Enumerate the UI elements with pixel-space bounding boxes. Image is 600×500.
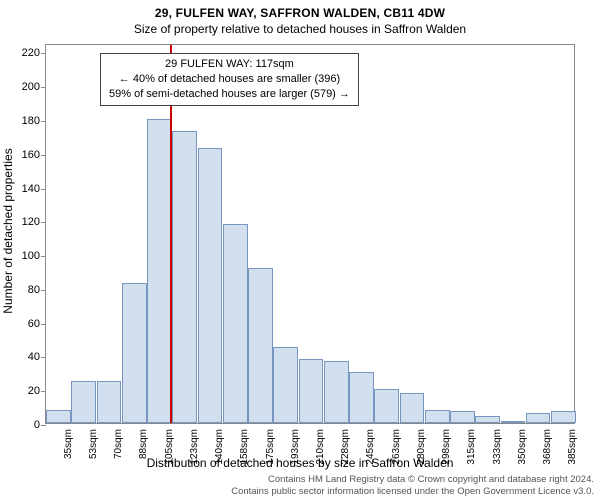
info-line2: ← 40% of detached houses are smaller (39… [109,72,350,87]
ytick-label: 40 [16,351,40,363]
bar [501,421,526,423]
ytick-label: 180 [16,115,40,127]
page-title-main: 29, FULFEN WAY, SAFFRON WALDEN, CB11 4DW [0,0,600,20]
ytick-label: 200 [16,81,40,93]
info-line3: 59% of semi-detached houses are larger (… [109,87,350,102]
xtick-label: 53sqm [88,429,99,459]
bar [374,389,399,423]
bar [526,413,551,423]
bar [273,347,298,423]
bar [324,361,349,423]
chart-area: 020406080100120140160180200220 29 FULFEN… [45,44,575,424]
ytick-label: 100 [16,250,40,262]
bar [450,411,475,423]
bar [223,224,248,423]
bar [475,416,500,423]
bar [122,283,147,423]
info-line1: 29 FULFEN WAY: 117sqm [109,57,350,72]
bar [172,131,197,423]
page-title-sub: Size of property relative to detached ho… [0,20,600,36]
x-axis-label: Distribution of detached houses by size … [0,456,600,470]
footer-line2: Contains public sector information licen… [231,486,594,498]
bar [97,381,122,423]
ytick-label: 120 [16,216,40,228]
ytick-label: 160 [16,149,40,161]
bar [198,148,223,423]
xtick-label: 70sqm [113,429,124,459]
ytick-label: 220 [16,47,40,59]
ytick-label: 140 [16,183,40,195]
ytick-label: 60 [16,318,40,330]
bar [248,268,273,423]
ytick-label: 80 [16,284,40,296]
plot-area: 020406080100120140160180200220 29 FULFEN… [45,44,575,424]
bar [425,410,450,424]
xtick-label: 35sqm [63,429,74,459]
bar [551,411,576,423]
xtick-label: 88sqm [138,429,149,459]
info-box: 29 FULFEN WAY: 117sqm ← 40% of detached … [100,53,359,106]
ytick-label: 20 [16,385,40,397]
y-axis-label: Number of detached properties [1,131,15,331]
footer: Contains HM Land Registry data © Crown c… [231,474,594,498]
bar [400,393,425,423]
bar [299,359,324,423]
footer-line1: Contains HM Land Registry data © Crown c… [231,474,594,486]
bar [147,119,172,423]
bar [349,372,374,423]
ytick-line [41,425,46,426]
ytick-label: 0 [16,419,40,431]
bar [46,410,71,424]
y-axis-label-wrap: Number of detached properties [0,44,16,424]
bar [71,381,96,423]
